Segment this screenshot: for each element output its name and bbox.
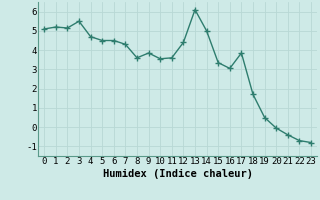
X-axis label: Humidex (Indice chaleur): Humidex (Indice chaleur)	[103, 169, 252, 179]
